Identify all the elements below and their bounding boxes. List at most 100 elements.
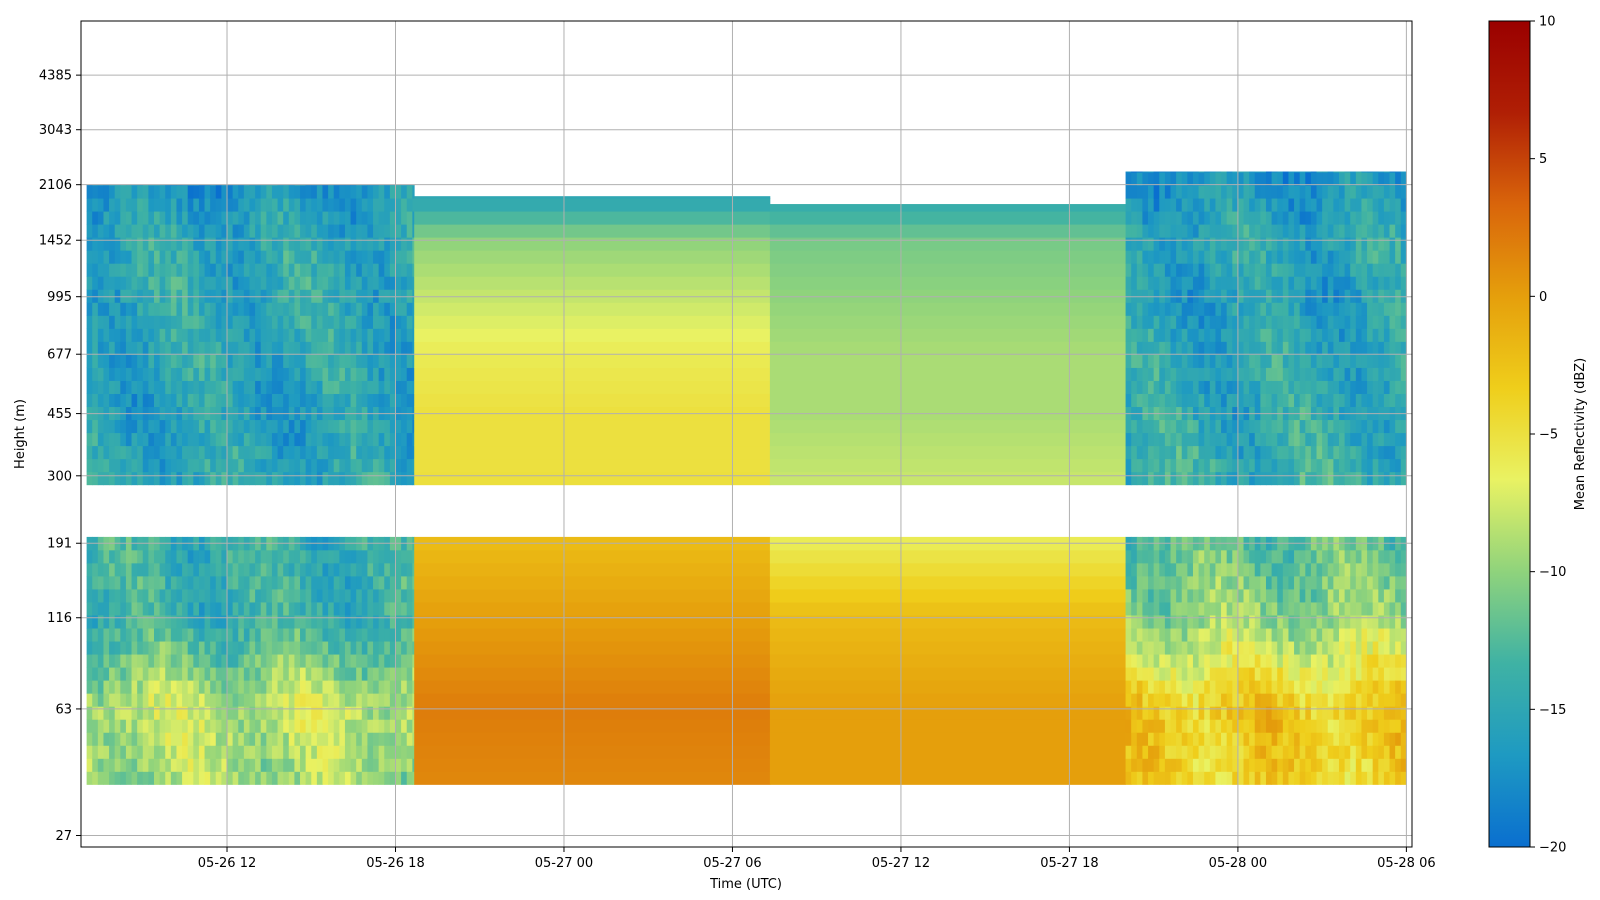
heatmap-cell [148, 185, 155, 186]
heatmap-cell [1153, 250, 1160, 264]
heatmap-cell [401, 706, 408, 720]
heatmap-cell [1260, 198, 1267, 212]
heatmap-cell [1338, 562, 1346, 577]
heatmap-cell [165, 732, 172, 746]
heatmap-cell [373, 354, 380, 368]
heatmap-cell [1310, 172, 1317, 186]
heatmap-cell [1322, 198, 1329, 212]
heatmap-cell [1378, 302, 1385, 316]
heatmap-cell [131, 745, 138, 759]
heatmap-cell [125, 732, 132, 746]
heatmap-cell [412, 445, 415, 460]
heatmap-cell [769, 615, 1126, 629]
heatmap-cell [114, 628, 121, 642]
heatmap-cell [1198, 315, 1205, 329]
heatmap-cell [227, 680, 234, 694]
heatmap-cell [1322, 432, 1329, 447]
heatmap-cell [165, 302, 172, 316]
heatmap-cell [243, 224, 250, 238]
heatmap-cell [412, 341, 415, 355]
heatmap-cell [243, 198, 250, 212]
heatmap-cell [120, 419, 127, 434]
heatmap-cell [271, 615, 278, 629]
heatmap-cell [401, 432, 408, 447]
heatmap-cell [103, 367, 110, 381]
heatmap-cell [1131, 719, 1138, 733]
heatmap-cell [1164, 641, 1171, 655]
heatmap-cell [148, 589, 155, 603]
heatmap-cell [1125, 289, 1132, 303]
heatmap-cell [142, 719, 149, 733]
heatmap-cell [1176, 602, 1183, 616]
heatmap-cell [86, 758, 93, 772]
heatmap-cell [1125, 172, 1132, 186]
heatmap-cell [1209, 758, 1216, 772]
heatmap-cell [198, 589, 205, 603]
heatmap-cell [283, 367, 290, 381]
heatmap-cell [204, 602, 211, 616]
heatmap-cell [1176, 654, 1183, 668]
heatmap-cell [414, 471, 771, 486]
heatmap-cell [414, 771, 771, 785]
heatmap-cell [154, 250, 161, 264]
heatmap-cell [1361, 719, 1368, 733]
heatmap-cell [1271, 224, 1278, 238]
heatmap-cell [92, 393, 99, 408]
heatmap-cell [1265, 693, 1272, 707]
heatmap-cell [373, 641, 380, 655]
heatmap-cell [1294, 471, 1301, 486]
heatmap-cell [1192, 315, 1199, 329]
heatmap-cell [92, 250, 99, 264]
heatmap-cell [305, 745, 312, 759]
heatmap-cell [339, 289, 346, 303]
heatmap-cell [86, 732, 93, 746]
heatmap-cell [384, 549, 391, 564]
heatmap-cell [283, 458, 290, 473]
heatmap-cell [1232, 732, 1239, 746]
heatmap-cell [193, 445, 200, 460]
heatmap-cell [1367, 354, 1374, 368]
heatmap-cell [1282, 680, 1289, 694]
heatmap-cell [1333, 706, 1340, 720]
heatmap-cell [1389, 393, 1396, 408]
heatmap-cell [389, 758, 396, 772]
heatmap-cell [1164, 354, 1171, 368]
heatmap-cell [1181, 380, 1188, 394]
heatmap-cell [215, 224, 222, 238]
heatmap-cell [395, 185, 402, 199]
heatmap-cell [1344, 680, 1351, 694]
heatmap-cell [1232, 758, 1239, 772]
heatmap-cell [288, 602, 295, 616]
heatmap-cell [367, 250, 374, 264]
heatmap-cell [361, 758, 368, 772]
heatmap-cell [198, 719, 205, 733]
heatmap-cell [277, 224, 284, 238]
heatmap-cell [159, 302, 166, 316]
heatmap-cell [1176, 211, 1183, 225]
heatmap-cell [384, 732, 391, 746]
heatmap-cell [1136, 432, 1143, 447]
heatmap-cell [300, 771, 307, 785]
heatmap-cell [1344, 562, 1351, 577]
heatmap-cell [271, 745, 278, 759]
heatmap-cell [249, 393, 256, 408]
heatmap-cell [266, 458, 273, 473]
heatmap-cell [187, 276, 194, 290]
heatmap-cell [328, 185, 335, 199]
heatmap-cell [1148, 171, 1155, 173]
heatmap-cell [1327, 680, 1334, 694]
heatmap-cell [232, 549, 239, 564]
heatmap-cell [373, 393, 380, 408]
heatmap-cell [1310, 667, 1317, 681]
heatmap-cell [255, 445, 262, 460]
heatmap-cell [182, 315, 189, 329]
heatmap-cell [1282, 250, 1289, 264]
heatmap-cell [249, 445, 256, 460]
heatmap-cell [1136, 250, 1143, 264]
heatmap-cell [1187, 589, 1194, 603]
heatmap-cell [148, 667, 155, 681]
heatmap-cell [193, 250, 200, 264]
heatmap-cell [221, 328, 228, 342]
heatmap-cell [367, 549, 374, 564]
x-tick-label: 05-26 18 [366, 856, 424, 871]
